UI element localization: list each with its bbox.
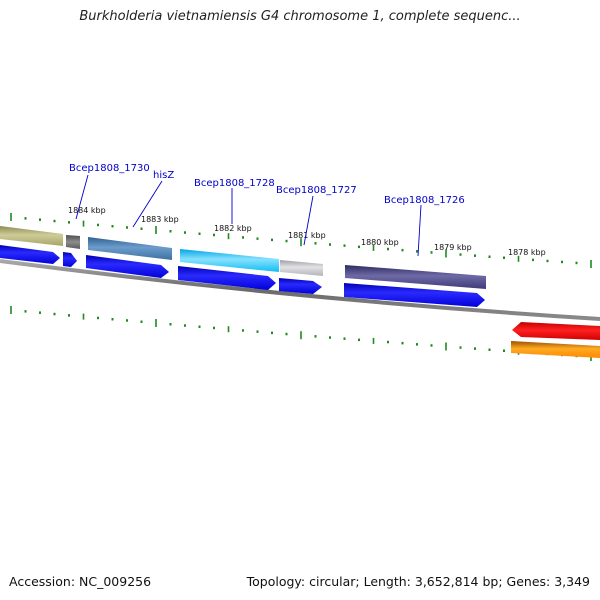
cds-arrow[interactable] xyxy=(279,278,322,294)
gene-label-bcep1808-1726[interactable]: Bcep1808_1726 xyxy=(384,195,465,206)
cds-arrow-reverse-red[interactable] xyxy=(512,322,600,340)
accession-text: Accession: NC_009256 xyxy=(9,574,152,589)
cds-arrow[interactable] xyxy=(0,245,60,264)
cds-arrow[interactable] xyxy=(86,255,169,278)
gene-block-gray[interactable] xyxy=(66,235,80,249)
reverse-strand-features xyxy=(511,322,600,358)
scale-label-1883: 1883 kbp xyxy=(141,215,179,224)
gene-label-hisz[interactable]: hisZ xyxy=(153,170,174,181)
leader-line xyxy=(75,174,89,220)
gene-labels: Bcep1808_1730 hisZ Bcep1808_1728 Bcep180… xyxy=(69,163,465,206)
gene-label-bcep1808-1727[interactable]: Bcep1808_1727 xyxy=(276,185,357,196)
chromosome-backbone xyxy=(0,259,600,321)
genome-summary-text: Topology: circular; Length: 3,652,814 bp… xyxy=(246,574,590,589)
gene-block-silver[interactable] xyxy=(280,260,323,276)
scale-label-1881: 1881 kbp xyxy=(288,231,326,240)
map-title: Burkholderia vietnamiensis G4 chromosome… xyxy=(79,9,521,24)
scale-label-1882: 1882 kbp xyxy=(214,224,252,233)
gene-label-bcep1808-1730[interactable]: Bcep1808_1730 xyxy=(69,163,150,174)
scale-label-1880: 1880 kbp xyxy=(361,238,399,247)
cds-arrow[interactable] xyxy=(178,266,276,290)
scale-labels: 1884 kbp 1883 kbp 1882 kbp 1881 kbp 1880… xyxy=(68,206,546,257)
scale-label-1879: 1879 kbp xyxy=(434,243,472,252)
gene-block-purple[interactable] xyxy=(345,265,486,289)
cds-arrow[interactable] xyxy=(63,252,77,267)
scale-label-1878: 1878 kbp xyxy=(508,248,546,257)
cds-arrow[interactable] xyxy=(344,283,485,307)
feature-blocks-upper xyxy=(0,226,486,289)
inner-tick-ring xyxy=(10,306,592,361)
cds-arrows xyxy=(0,245,485,307)
scale-label-1884: 1884 kbp xyxy=(68,206,106,215)
gene-block-steel[interactable] xyxy=(88,237,172,260)
label-leader-lines xyxy=(75,174,422,257)
gene-block-olive[interactable] xyxy=(0,226,63,246)
leader-line xyxy=(132,180,163,228)
outer-tick-ring xyxy=(10,213,592,268)
leader-line xyxy=(303,195,314,246)
gene-label-bcep1808-1728[interactable]: Bcep1808_1728 xyxy=(194,178,275,189)
gene-block-orange[interactable] xyxy=(511,341,600,358)
gene-block-cyan[interactable] xyxy=(180,249,279,272)
leader-line xyxy=(417,204,422,257)
